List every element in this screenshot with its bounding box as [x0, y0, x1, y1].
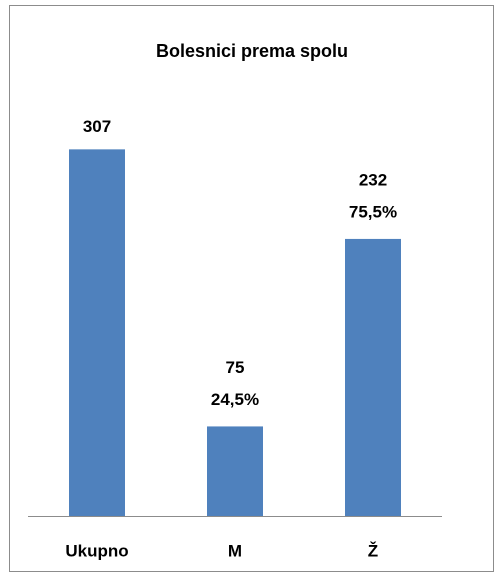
bar: [69, 149, 125, 516]
share-label: 75,5%: [349, 202, 397, 221]
x-tick-label: Ukupno: [65, 541, 128, 560]
chart-title: Bolesnici prema spolu: [156, 41, 348, 61]
share-label: 24,5%: [211, 390, 259, 409]
data-label: 232: [359, 170, 387, 189]
bar: [345, 238, 401, 516]
bar: [207, 426, 263, 516]
data-label: 75: [226, 358, 245, 377]
x-tick-label: Ž: [368, 541, 378, 560]
x-tick-label: M: [228, 541, 242, 560]
data-label: 307: [83, 117, 111, 136]
